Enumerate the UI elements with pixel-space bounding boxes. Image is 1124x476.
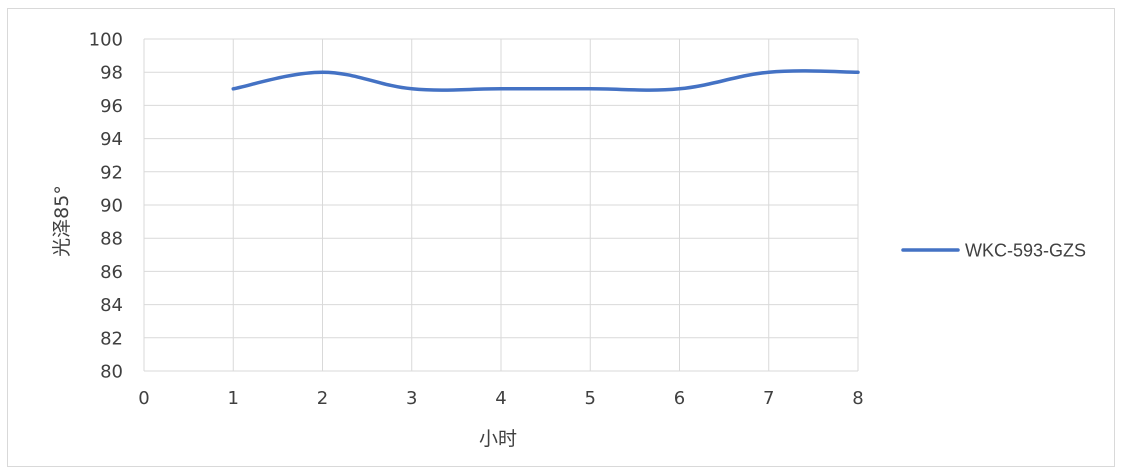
x-axis-tick-labels: 0 1 2 3 4 5 6 7 8 (138, 388, 863, 409)
y-tick-label: 94 (100, 129, 123, 150)
legend: WKC-593-GZS (901, 241, 1086, 261)
y-axis-tick-labels: 80 82 84 86 88 90 92 94 96 98 100 (89, 30, 123, 383)
y-tick-label: 86 (100, 262, 123, 283)
series-layer (231, 69, 860, 92)
x-tick-label: 7 (763, 388, 774, 409)
y-axis-title: 光泽85° (51, 185, 73, 257)
y-tick-label: 92 (100, 162, 123, 183)
x-tick-label: 8 (852, 388, 863, 409)
y-tick-label: 88 (100, 229, 123, 250)
y-tick-label: 84 (100, 295, 123, 316)
y-tick-label: 96 (100, 96, 123, 117)
y-tick-label: 80 (100, 362, 123, 383)
y-tick-label: 98 (100, 63, 123, 84)
legend-label: WKC-593-GZS (965, 241, 1086, 261)
x-tick-label: 1 (228, 388, 239, 409)
x-tick-label: 3 (406, 388, 417, 409)
horizontal-gridlines (144, 38, 858, 372)
x-tick-label: 2 (317, 388, 328, 409)
y-tick-label: 90 (100, 196, 123, 217)
y-tick-label: 82 (100, 328, 123, 349)
x-axis-title: 小时 (479, 428, 517, 450)
y-tick-label: 100 (89, 30, 123, 51)
chart-frame (7, 8, 1115, 467)
x-tick-label: 0 (138, 388, 149, 409)
x-tick-label: 6 (674, 388, 685, 409)
series-line-0 (231, 69, 860, 92)
x-tick-label: 4 (495, 388, 506, 409)
x-tick-label: 5 (585, 388, 596, 409)
